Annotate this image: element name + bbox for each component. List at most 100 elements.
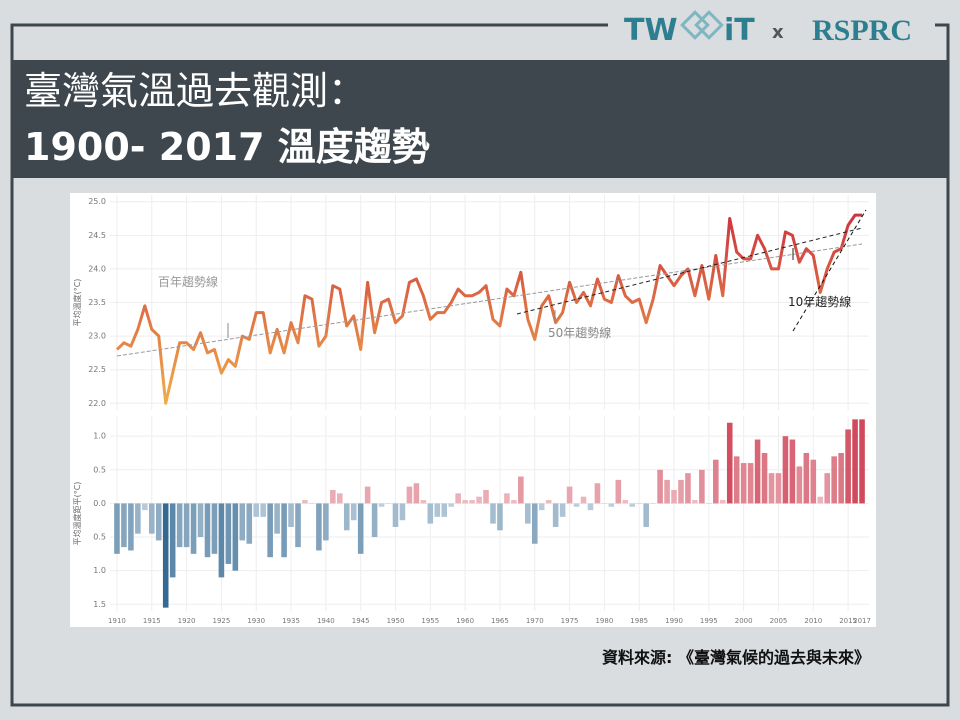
bar bbox=[845, 429, 851, 504]
x-tick-label: 1940 bbox=[317, 617, 335, 625]
chart-panel bbox=[70, 193, 876, 627]
bar bbox=[413, 483, 420, 504]
bar bbox=[274, 503, 280, 534]
bar bbox=[719, 500, 726, 504]
source: 資料來源: 《臺灣氣候的過去與未來》 bbox=[602, 648, 870, 667]
bar bbox=[350, 503, 357, 521]
bar bbox=[838, 452, 844, 504]
logo-icon bbox=[680, 10, 724, 40]
bar bbox=[309, 503, 315, 504]
y-tick-label: 1.0 bbox=[93, 566, 106, 575]
bar bbox=[608, 503, 615, 507]
bar bbox=[357, 503, 364, 554]
bar bbox=[135, 503, 141, 534]
bar bbox=[490, 503, 496, 524]
bar bbox=[148, 503, 155, 534]
bar bbox=[462, 500, 468, 504]
x-tick-label: 1960 bbox=[456, 617, 474, 625]
bar bbox=[657, 469, 663, 504]
bar bbox=[740, 463, 747, 504]
y-tick-label: 23.0 bbox=[88, 332, 106, 341]
x-tick-label: 2010 bbox=[804, 617, 822, 625]
y-tick-label: 25.0 bbox=[88, 197, 106, 206]
bar bbox=[469, 500, 475, 504]
x-tick-label: 1920 bbox=[178, 617, 196, 625]
x-tick-label: 1950 bbox=[387, 617, 405, 625]
bar bbox=[545, 500, 552, 504]
frame bbox=[10, 23, 950, 707]
x-tick-label: 1945 bbox=[352, 617, 370, 625]
title-bar bbox=[12, 60, 948, 178]
logo-x: x bbox=[772, 22, 784, 43]
bar bbox=[114, 503, 120, 554]
bar bbox=[754, 439, 761, 504]
x-tick-label: 1975 bbox=[561, 617, 579, 625]
bar bbox=[511, 500, 517, 504]
bar bbox=[323, 503, 329, 541]
trend-lines bbox=[116, 209, 867, 357]
y-tick-label: 22.0 bbox=[88, 399, 106, 408]
bar bbox=[420, 500, 427, 504]
bar bbox=[636, 503, 642, 504]
x-tick-label: 1965 bbox=[491, 617, 509, 625]
bar bbox=[622, 500, 629, 504]
bar bbox=[183, 503, 190, 548]
bar bbox=[302, 500, 308, 504]
y-tick-label: 1.0 bbox=[93, 432, 106, 441]
bar bbox=[337, 493, 343, 504]
y-tick-label: 0.5 bbox=[93, 533, 106, 542]
x-tick-label: 1985 bbox=[630, 617, 648, 625]
bar bbox=[761, 452, 768, 504]
y-tick-label: 0.5 bbox=[93, 465, 106, 474]
annotation: 50年趨勢線 bbox=[548, 325, 611, 340]
title-line1: 臺灣氣溫過去觀測： bbox=[24, 69, 366, 113]
bar bbox=[197, 503, 204, 538]
x-tick-label: 1955 bbox=[421, 617, 439, 625]
x-tick-label: 1930 bbox=[247, 617, 265, 625]
bar bbox=[587, 503, 594, 511]
bar bbox=[121, 503, 127, 548]
bar bbox=[531, 503, 538, 544]
bar bbox=[441, 503, 448, 517]
x-tick-label: 2015 bbox=[839, 617, 857, 625]
bar bbox=[664, 479, 670, 504]
bar bbox=[678, 479, 684, 504]
x-tick-label: 1995 bbox=[700, 617, 718, 625]
bar bbox=[775, 473, 782, 504]
logo-right: RSPRC bbox=[812, 14, 912, 47]
bar bbox=[260, 503, 266, 517]
x-tick-label: 1935 bbox=[282, 617, 300, 625]
annotation: 百年趨勢線 bbox=[158, 274, 218, 289]
y-tick-label: 24.5 bbox=[88, 231, 106, 240]
bar bbox=[364, 486, 371, 504]
bar bbox=[552, 503, 559, 527]
x-tick-label: 1980 bbox=[595, 617, 613, 625]
bar bbox=[169, 503, 176, 578]
bar bbox=[316, 503, 322, 551]
bar bbox=[824, 473, 831, 504]
bar bbox=[831, 456, 837, 504]
bar bbox=[427, 503, 434, 524]
y-tick-label: 0.0 bbox=[93, 499, 106, 508]
y-axis-label: 平均溫度(°C) bbox=[72, 279, 82, 327]
bar bbox=[406, 486, 413, 504]
bar bbox=[650, 503, 656, 504]
bar bbox=[803, 452, 810, 504]
bar bbox=[371, 503, 378, 538]
bar bbox=[768, 473, 775, 504]
bar bbox=[385, 503, 392, 504]
bar bbox=[211, 503, 218, 554]
bar bbox=[580, 496, 587, 504]
x-tick-label: 2005 bbox=[770, 617, 788, 625]
bar bbox=[483, 489, 489, 504]
bar bbox=[789, 439, 796, 504]
bar bbox=[782, 436, 789, 504]
bar bbox=[392, 503, 399, 527]
bar bbox=[810, 459, 817, 504]
bar bbox=[281, 503, 287, 558]
bar bbox=[525, 503, 531, 524]
bar bbox=[629, 503, 636, 507]
bar bbox=[434, 503, 441, 517]
y-tick-label: 1.5 bbox=[93, 600, 106, 609]
bar bbox=[267, 503, 273, 558]
